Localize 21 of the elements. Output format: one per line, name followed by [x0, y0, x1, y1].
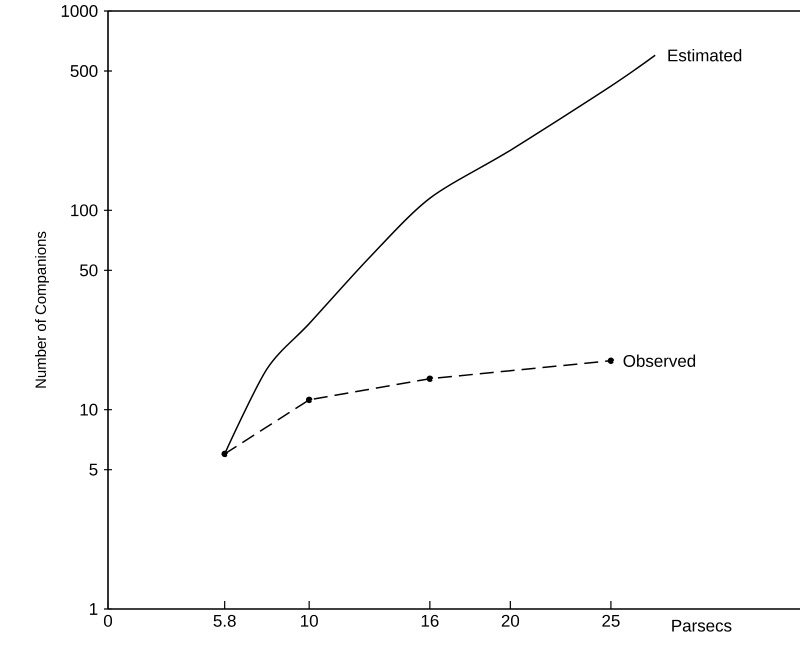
y-tick-label: 5 — [89, 464, 98, 476]
x-tick-label: 5.8 — [214, 614, 236, 627]
y-tick-label: 1 — [90, 603, 98, 615]
y-tick-label: 500 — [70, 65, 98, 78]
point — [426, 375, 434, 382]
y-tick-label: 100 — [71, 204, 98, 216]
y-axis-title: Number of Companions — [35, 232, 49, 388]
x-tick-label: 0 — [104, 614, 112, 627]
x-axis-title: Parsecs — [672, 620, 732, 632]
x-tick-label: 25 — [602, 614, 620, 627]
x-tick-label: 20 — [502, 614, 520, 627]
point — [608, 357, 614, 364]
point — [306, 396, 312, 404]
y-tick-label: 10 — [80, 404, 98, 416]
x-tick-label: 10 — [301, 614, 318, 627]
point — [221, 450, 228, 458]
series-label: Observed — [624, 354, 696, 367]
series-label: Estimated — [668, 49, 742, 62]
y-tick-label: 50 — [80, 264, 98, 276]
x-tick-label: 16 — [422, 614, 439, 627]
y-tick-label: 1000 — [62, 4, 98, 17]
